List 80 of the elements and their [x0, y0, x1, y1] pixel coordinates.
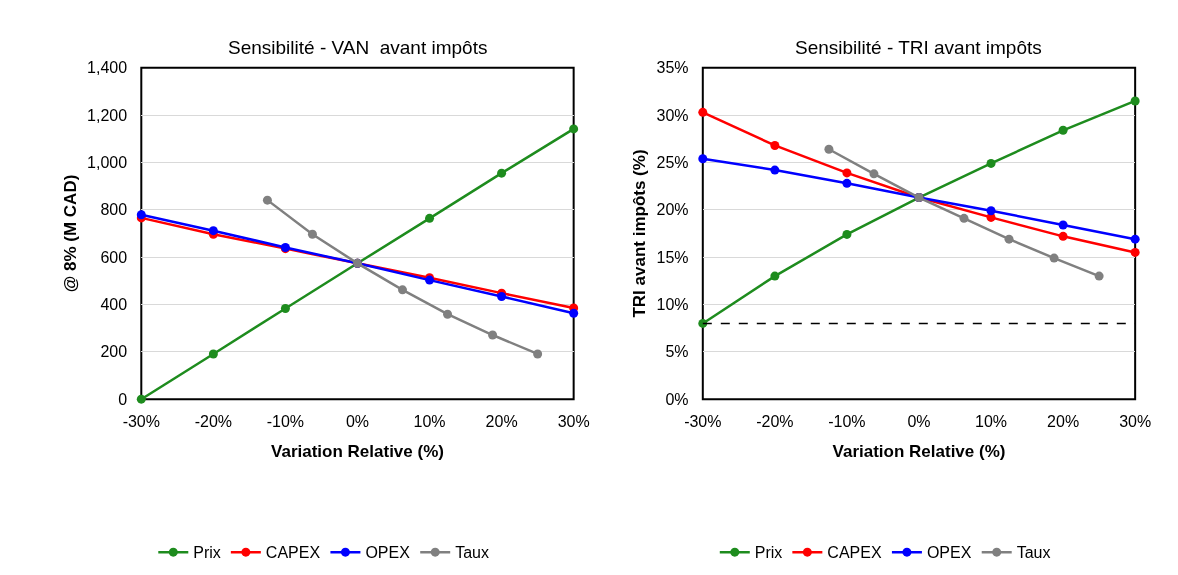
y-tick-label: 25% — [656, 154, 689, 172]
point — [842, 168, 852, 178]
point — [1049, 253, 1059, 263]
legend-label: OPEX — [926, 544, 972, 562]
point — [533, 349, 543, 359]
point — [569, 308, 579, 318]
y-tick-label: 200 — [100, 343, 128, 361]
point — [425, 213, 435, 223]
point — [1094, 271, 1104, 281]
point — [307, 229, 317, 239]
point — [986, 158, 996, 168]
chart-title: Sensibilité - VAN avant impôts — [228, 37, 488, 58]
x-axis-title: Variation Relative (%) — [271, 441, 444, 461]
point — [1058, 231, 1068, 241]
y-tick-label: 400 — [100, 296, 128, 314]
point — [1130, 234, 1140, 244]
point — [770, 140, 780, 150]
x-tick-label: -10% — [828, 413, 866, 431]
point — [569, 124, 579, 134]
x-tick-label: 20% — [485, 413, 518, 431]
x-tick-label: 0% — [907, 413, 931, 431]
legend-label: OPEX — [365, 544, 411, 562]
x-tick-label: 30% — [1119, 413, 1152, 431]
chart-title: Sensibilité - TRI avant impôts — [795, 37, 1042, 58]
point — [698, 318, 708, 328]
point — [770, 271, 780, 281]
point — [136, 394, 146, 404]
x-tick-label: 20% — [1047, 413, 1080, 431]
point — [698, 107, 708, 117]
y-tick-label: 0% — [665, 390, 689, 408]
x-axis-title: Variation Relative (%) — [832, 441, 1006, 461]
y-tick-label: 20% — [656, 201, 689, 219]
point — [262, 195, 272, 205]
point — [959, 213, 969, 223]
y-tick-label: 10% — [656, 296, 689, 314]
point — [1130, 247, 1140, 257]
y-tick-label: 600 — [100, 248, 128, 266]
legend-label: CAPEX — [265, 544, 321, 562]
point — [280, 304, 290, 314]
point — [770, 165, 780, 175]
point — [488, 330, 498, 340]
y-tick-label: 0 — [118, 390, 128, 408]
y-tick-label: 1,400 — [87, 59, 128, 77]
x-tick-label: -20% — [194, 413, 233, 431]
point — [398, 285, 408, 295]
y-axis-title: @ 8% (M CAD) — [60, 174, 80, 293]
x-tick-label: -10% — [266, 413, 305, 431]
point — [986, 206, 996, 216]
y-tick-label: 30% — [656, 106, 689, 124]
x-tick-label: -30% — [684, 413, 722, 431]
legend-label: Prix — [754, 544, 783, 562]
x-tick-label: 0% — [345, 413, 370, 431]
point — [1004, 234, 1014, 244]
point — [698, 154, 708, 164]
x-tick-label: -20% — [756, 413, 794, 431]
point — [443, 309, 453, 319]
y-tick-label: 35% — [656, 59, 689, 77]
legend-label: Taux — [1016, 544, 1051, 562]
y-axis-title: TRI avant impôts (%) — [630, 149, 650, 318]
x-tick-label: 10% — [975, 413, 1008, 431]
y-tick-label: 1,000 — [87, 154, 128, 172]
x-tick-label: 10% — [413, 413, 446, 431]
point — [208, 349, 218, 359]
y-tick-label: 15% — [656, 248, 689, 266]
point — [1130, 96, 1140, 106]
point — [824, 144, 834, 154]
point — [869, 169, 879, 179]
legend-label: Taux — [455, 544, 490, 562]
x-tick-label: 30% — [557, 413, 590, 431]
y-tick-label: 800 — [100, 201, 128, 219]
point — [842, 178, 852, 188]
legend-label: Prix — [193, 544, 221, 562]
point — [1058, 125, 1068, 135]
y-tick-label: 5% — [665, 343, 689, 361]
y-tick-label: 1,200 — [87, 106, 128, 124]
x-tick-label: -30% — [122, 413, 160, 431]
point — [842, 229, 852, 239]
legend-label: CAPEX — [827, 544, 882, 562]
point — [497, 168, 507, 178]
point — [1058, 220, 1068, 230]
